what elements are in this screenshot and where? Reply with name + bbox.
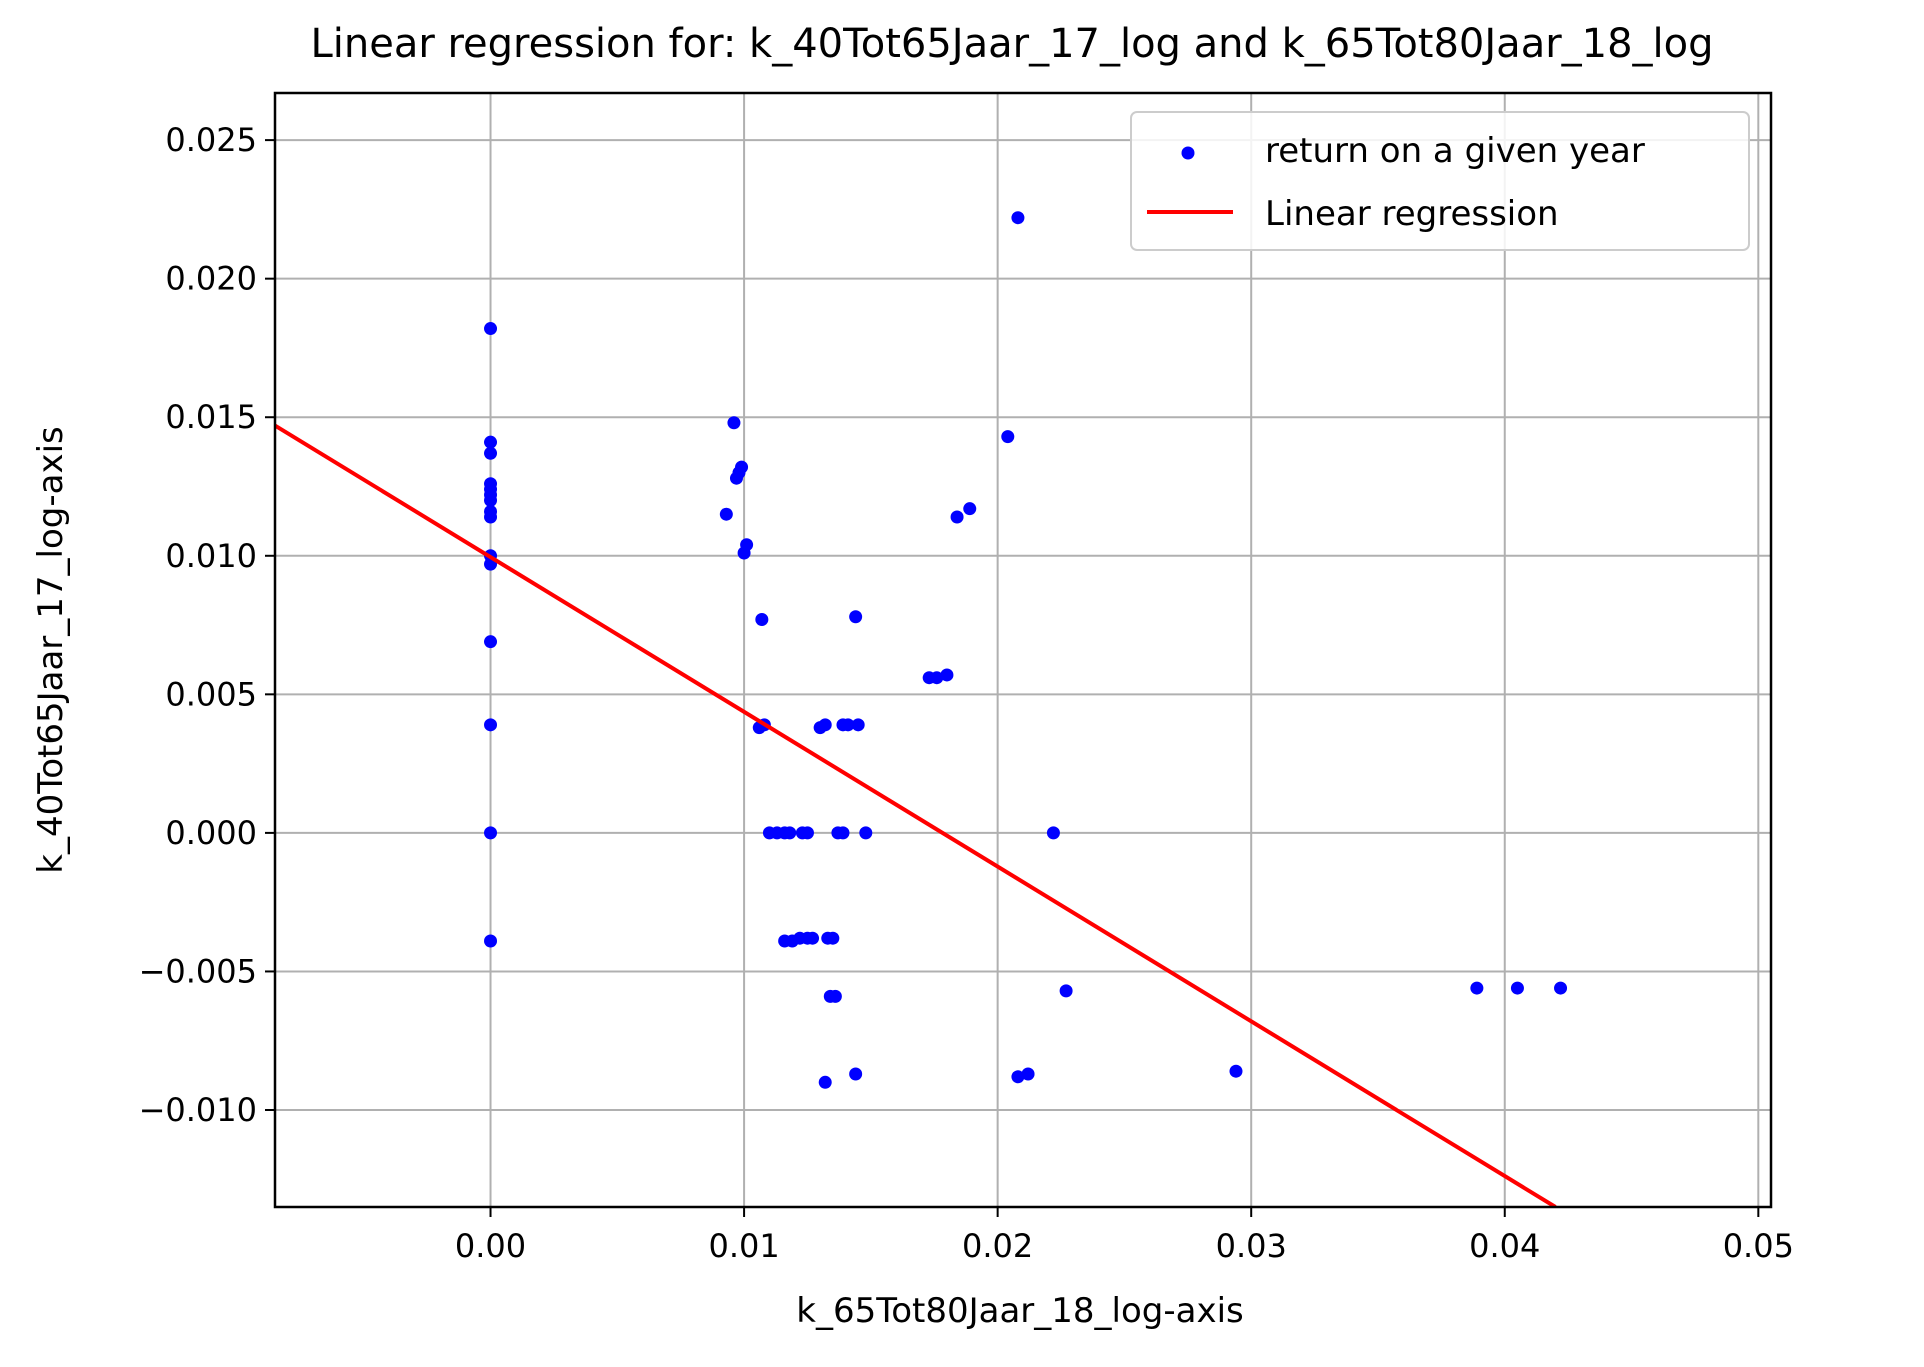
scatter-point — [484, 493, 498, 507]
scatter-point — [806, 931, 820, 945]
scatter-point — [1011, 211, 1025, 225]
x-tick-label: 0.03 — [1216, 1227, 1287, 1265]
y-tick-label: 0.010 — [165, 537, 257, 575]
x-tick-label: 0.01 — [708, 1227, 779, 1265]
regression-line — [275, 423, 1557, 1207]
scatter-point — [1470, 981, 1484, 995]
scatter-point — [1059, 984, 1073, 998]
scatter-point — [755, 613, 769, 627]
y-tick-label: 0.005 — [165, 675, 257, 713]
scatter-point — [828, 989, 842, 1003]
axis-ticks: 0.00 0.01 0.02 0.03 0.04 0.05 −0.010 −0.005 0.00… — [139, 121, 1794, 1265]
y-tick-label: 0.025 — [165, 121, 257, 159]
scatter-point — [484, 718, 498, 732]
legend: return on a given year Linear regression — [1130, 111, 1750, 251]
scatter-point — [1001, 430, 1015, 444]
y-tick-label: 0.020 — [165, 260, 257, 298]
scatter-point — [727, 416, 741, 430]
scatter-point — [849, 1067, 863, 1081]
x-tick-label: 0.02 — [962, 1227, 1033, 1265]
legend-label-points: return on a given year — [1265, 131, 1645, 171]
scatter-point — [719, 507, 733, 521]
legend-box — [1130, 111, 1750, 251]
scatter-point — [818, 718, 832, 732]
x-tick-label: 0.05 — [1723, 1227, 1794, 1265]
y-tick-label: −0.005 — [139, 952, 257, 990]
scatter-point — [735, 460, 749, 474]
scatter-point — [740, 538, 754, 552]
scatter-point — [818, 1075, 832, 1089]
scatter-point — [484, 322, 498, 336]
scatter-point — [849, 610, 863, 624]
y-tick-label: −0.010 — [139, 1091, 257, 1129]
scatter-point — [930, 671, 944, 685]
scatter-point — [484, 826, 498, 840]
scatter-point — [841, 718, 855, 732]
y-tick-label: 0.015 — [165, 398, 257, 436]
scatter-point — [1554, 981, 1568, 995]
data-marks — [275, 211, 1568, 1207]
scatter-point — [963, 502, 977, 516]
scatter-point — [1011, 1070, 1025, 1084]
x-tick-label: 0.04 — [1469, 1227, 1540, 1265]
grid-lines — [275, 93, 1771, 1207]
plot-area — [273, 91, 1773, 1209]
scatter-point — [940, 668, 954, 682]
scatter-point — [800, 826, 814, 840]
scatter-point — [484, 510, 498, 524]
axes-frame — [273, 91, 1773, 1209]
legend-marker-points — [1181, 146, 1195, 160]
scatter-point — [783, 826, 797, 840]
scatter-point — [826, 931, 840, 945]
scatter-point — [836, 826, 850, 840]
x-axis-label: k_65Tot80Jaar_18_log-axis — [796, 1291, 1244, 1331]
y-axis-label: k_40Tot65Jaar_17_log-axis — [31, 426, 71, 874]
scatter-point — [851, 718, 865, 732]
scatter-point — [484, 934, 498, 948]
scatter-point — [950, 510, 964, 524]
scatter-point — [484, 435, 498, 449]
scatter-point — [1046, 826, 1060, 840]
scatter-point — [859, 826, 873, 840]
chart-title: Linear regression for: k_40Tot65Jaar_17_… — [310, 21, 1713, 67]
x-tick-label: 0.00 — [455, 1227, 526, 1265]
scatter-point — [484, 446, 498, 460]
scatter-point — [484, 635, 498, 649]
scatter-point — [1229, 1064, 1243, 1078]
y-tick-label: 0.000 — [165, 814, 257, 852]
scatter-point — [1510, 981, 1524, 995]
legend-label-regression: Linear regression — [1265, 194, 1559, 234]
scatter-point — [1021, 1067, 1035, 1081]
